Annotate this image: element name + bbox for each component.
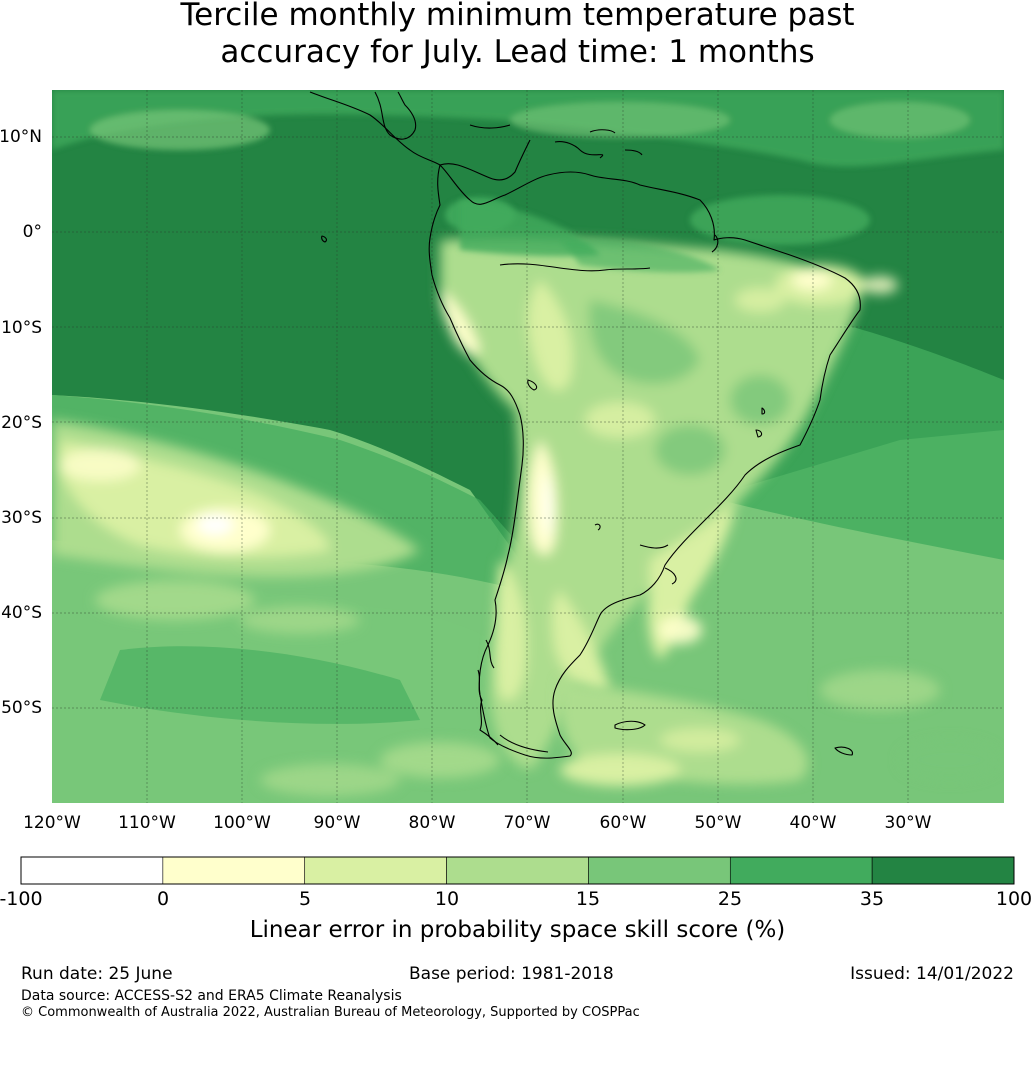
lon-label-40w: 40°W <box>790 813 837 833</box>
lat-label-40s: 40°S <box>1 603 42 623</box>
colorbar-title: Linear error in probability space skill … <box>249 917 786 943</box>
lat-label-0: 0° <box>23 222 42 242</box>
colorbar-swatch <box>20 856 164 885</box>
data-source: Data source: ACCESS-S2 and ERA5 Climate … <box>21 988 402 1004</box>
lon-label-50w: 50°W <box>695 813 742 833</box>
map-title-line1: Tercile monthly minimum temperature past <box>180 0 855 33</box>
lon-label-110w: 110°W <box>118 813 176 833</box>
colorbar-swatch <box>162 856 306 885</box>
lon-label-80w: 80°W <box>409 813 456 833</box>
lat-label-20s: 20°S <box>1 413 42 433</box>
colorbar-swatch <box>446 856 589 885</box>
lon-label-90w: 90°W <box>314 813 361 833</box>
colorbar-swatch <box>304 856 447 885</box>
lon-label-100w: 100°W <box>213 813 271 833</box>
lat-label-10n: 10°N <box>0 127 42 147</box>
lon-label-70w: 70°W <box>504 813 551 833</box>
colorbar-tick-label: 25 <box>717 888 743 910</box>
lat-label-30s: 30°S <box>1 508 42 528</box>
colorbar-tick-label: 35 <box>859 888 885 910</box>
colorbar-tick-label: 0 <box>156 888 170 910</box>
graticule <box>52 90 1004 803</box>
lon-label-120w: 120°W <box>23 813 81 833</box>
lat-label-10s: 10°S <box>1 318 42 338</box>
run-date: Run date: 25 June <box>21 964 173 984</box>
copyright: © Commonwealth of Australia 2022, Austra… <box>21 1005 640 1020</box>
colorbar-swatch <box>871 856 1015 885</box>
colorbar-swatch <box>729 856 873 885</box>
lat-label-50s: 50°S <box>1 698 42 718</box>
skill-field <box>52 90 1004 803</box>
colorbar-frame <box>20 856 1015 885</box>
colorbar-tick-label: 5 <box>298 888 312 910</box>
colorbar-swatch <box>588 856 731 885</box>
colorbar-tick-label: 10 <box>434 888 460 910</box>
colorbar-tick-label: 100 <box>995 888 1033 910</box>
skill-map: 10°N 0° 10°S 20°S 30°S 40°S 50°S 120°W 1… <box>0 90 1004 833</box>
issued-date: Issued: 14/01/2022 <box>850 964 1014 984</box>
colorbar <box>20 856 1015 885</box>
coastlines <box>309 91 861 759</box>
lon-label-30w: 30°W <box>885 813 932 833</box>
colorbar-tick-label: -100 <box>0 888 43 910</box>
base-period: Base period: 1981-2018 <box>409 964 614 984</box>
lon-label-60w: 60°W <box>600 813 647 833</box>
map-title-line2: accuracy for July. Lead time: 1 months <box>220 34 815 70</box>
colorbar-tick-label: 15 <box>575 888 601 910</box>
